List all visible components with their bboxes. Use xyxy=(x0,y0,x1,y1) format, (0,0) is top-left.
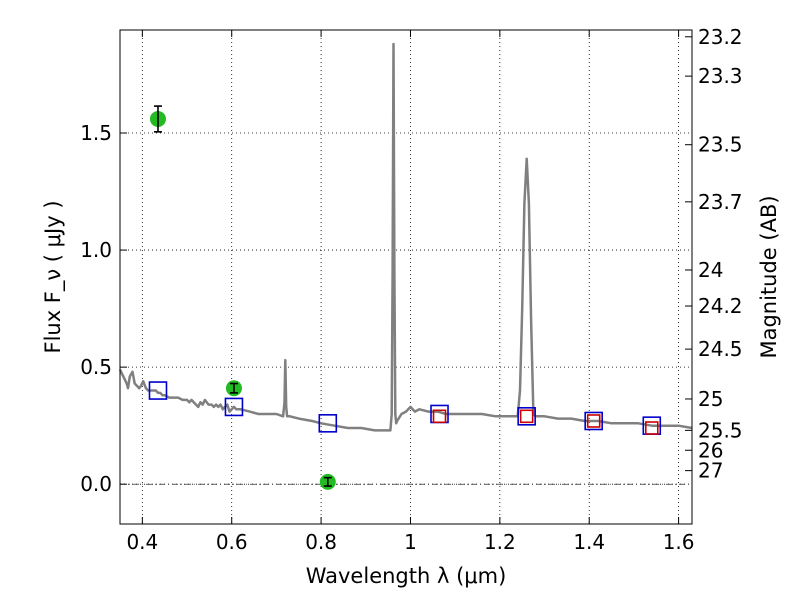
right-tick-label: 26 xyxy=(698,438,723,462)
y-tick-label: 0.0 xyxy=(80,472,112,496)
model-square-red xyxy=(432,409,447,424)
right-tick-label: 27 xyxy=(698,459,723,483)
model-square-red xyxy=(519,409,534,424)
right-tick-label: 25.5 xyxy=(698,418,743,442)
x-tick-label: 1.2 xyxy=(484,530,516,554)
model-square-blue xyxy=(318,414,338,433)
plot-frame xyxy=(119,29,693,525)
model-square-blue xyxy=(224,397,244,417)
x-axis-label: Wavelength λ (μm) xyxy=(306,564,507,588)
right-axis-label: Magnitude (AB) xyxy=(757,195,781,358)
tick-layer: 0.4 0.6 0.8 1 1.2 1.4 1.6 0.0 0.5 1.0 1.5 23.2 23.3 2… xyxy=(80,25,742,554)
y-tick-label: 1.0 xyxy=(80,238,112,262)
y-tick-label: 0.5 xyxy=(80,355,112,379)
model-square-blue xyxy=(148,381,168,400)
x-tick-label: 0.6 xyxy=(216,530,248,554)
right-tick-label: 23.2 xyxy=(698,25,743,49)
x-tick-label: 0.4 xyxy=(126,530,158,554)
y-tick-label: 1.5 xyxy=(80,121,112,145)
grid-layer xyxy=(120,30,692,524)
model-square-blue xyxy=(584,411,603,431)
right-tick-label: 23.7 xyxy=(698,190,743,214)
right-tick-label: 24 xyxy=(698,258,723,282)
right-tick-label: 24.5 xyxy=(698,337,743,361)
spectrum-layer xyxy=(118,42,693,432)
right-tick-label: 25 xyxy=(698,387,723,411)
right-tick-label: 23.3 xyxy=(698,64,743,88)
x-tick-label: 1 xyxy=(404,530,417,554)
model-square-red xyxy=(644,421,659,435)
right-tick-label: 24.2 xyxy=(698,294,743,318)
x-tick-label: 1.6 xyxy=(663,530,695,554)
right-tick-label: 23.5 xyxy=(698,133,743,157)
model-square-red xyxy=(586,414,601,428)
model-square-blue xyxy=(517,407,536,426)
x-tick-label: 1.4 xyxy=(573,530,605,554)
y-axis-label: Flux F_ν ( μJy ) xyxy=(41,200,66,353)
marker-layer xyxy=(148,105,662,490)
x-tick-label: 0.8 xyxy=(305,530,337,554)
spectrum-line xyxy=(118,42,693,432)
